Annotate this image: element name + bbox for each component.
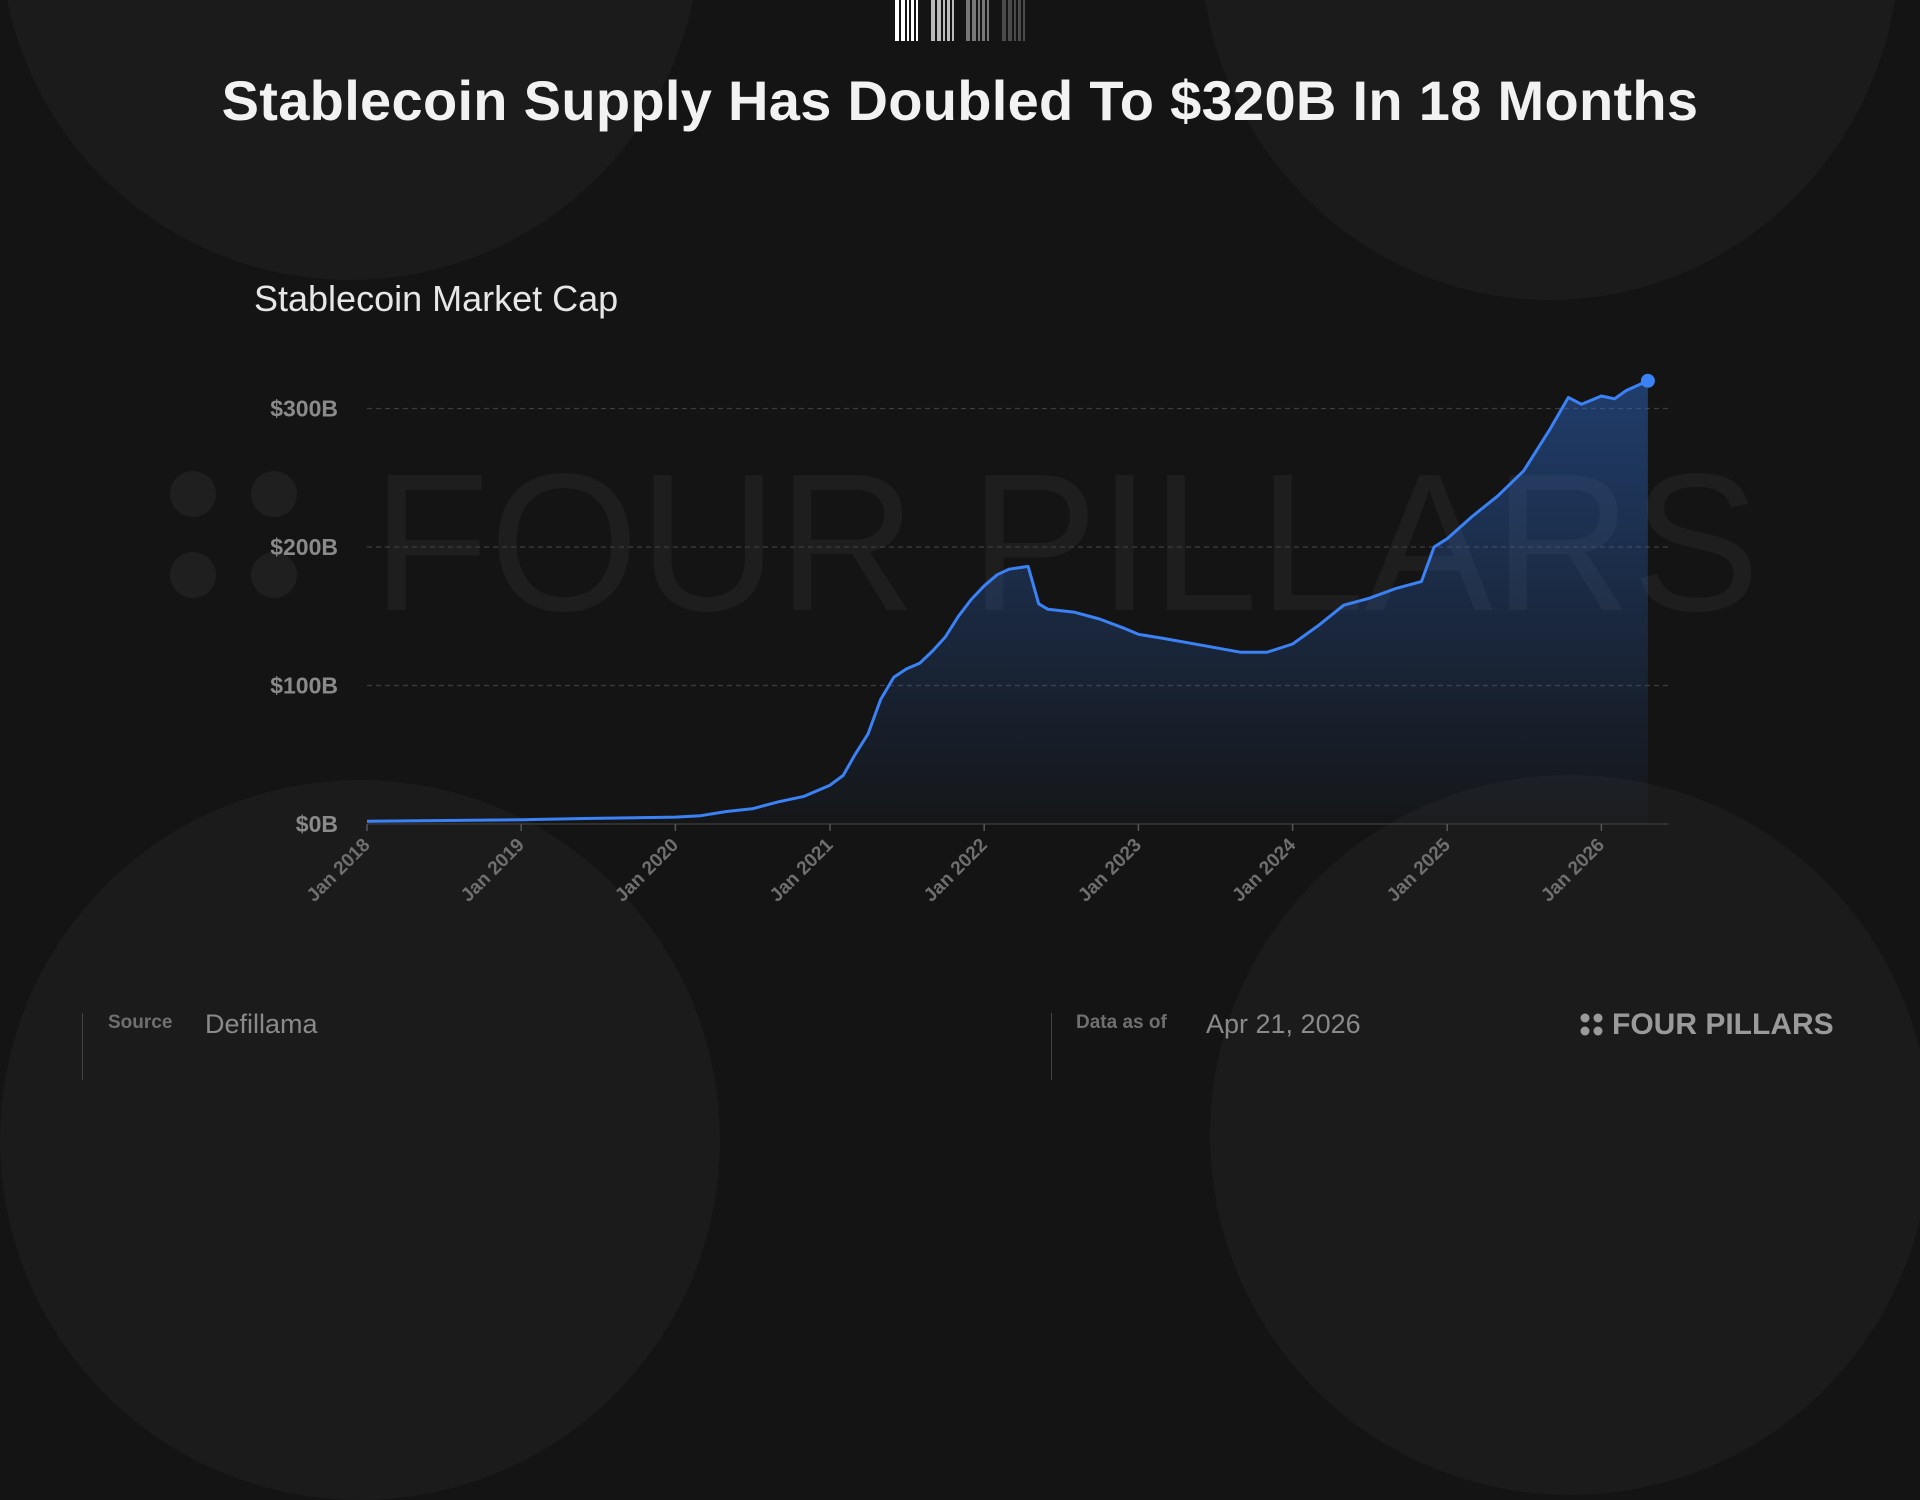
date-label: Data as of — [1076, 1012, 1167, 1033]
x-tick-label: Jan 2025 — [1383, 834, 1455, 906]
divider — [82, 1013, 83, 1080]
x-tick-label: Jan 2026 — [1537, 835, 1609, 907]
date-value: Apr 21, 2026 — [1206, 1009, 1361, 1039]
page-title: Stablecoin Supply Has Doubled To $320B I… — [221, 69, 1699, 132]
divider — [1051, 1013, 1052, 1080]
x-tick-label: Jan 2021 — [766, 834, 838, 906]
last-data-point — [1640, 373, 1655, 388]
x-tick-label: Jan 2019 — [457, 835, 529, 907]
brand-name: FOUR PILLARS — [1612, 1008, 1834, 1041]
y-tick-label: $0B — [296, 811, 338, 837]
x-tick-label: Jan 2022 — [920, 835, 992, 907]
four-pillars-dots-icon — [1580, 1013, 1603, 1036]
chart: FOUR PILLARS $0B$100B$200B$300B Jan 2018… — [170, 373, 1668, 907]
source-label: Source — [108, 1012, 173, 1033]
x-tick-label: Jan 2024 — [1228, 834, 1300, 906]
x-tick-label: Jan 2023 — [1074, 835, 1146, 907]
area-fill — [367, 380, 1648, 824]
y-tick-label: $200B — [270, 534, 338, 560]
x-tick-label: Jan 2018 — [303, 835, 375, 907]
chart-title: Stablecoin Market Cap — [254, 278, 619, 319]
x-tick-label: Jan 2020 — [611, 835, 683, 907]
brand-logo: FOUR PILLARS — [1580, 1008, 1834, 1042]
y-tick-label: $300B — [270, 396, 338, 422]
barcode-logo — [895, 0, 1025, 41]
source-value: Defillama — [205, 1009, 318, 1039]
y-tick-label: $100B — [270, 673, 338, 699]
series-line — [366, 379, 1649, 823]
